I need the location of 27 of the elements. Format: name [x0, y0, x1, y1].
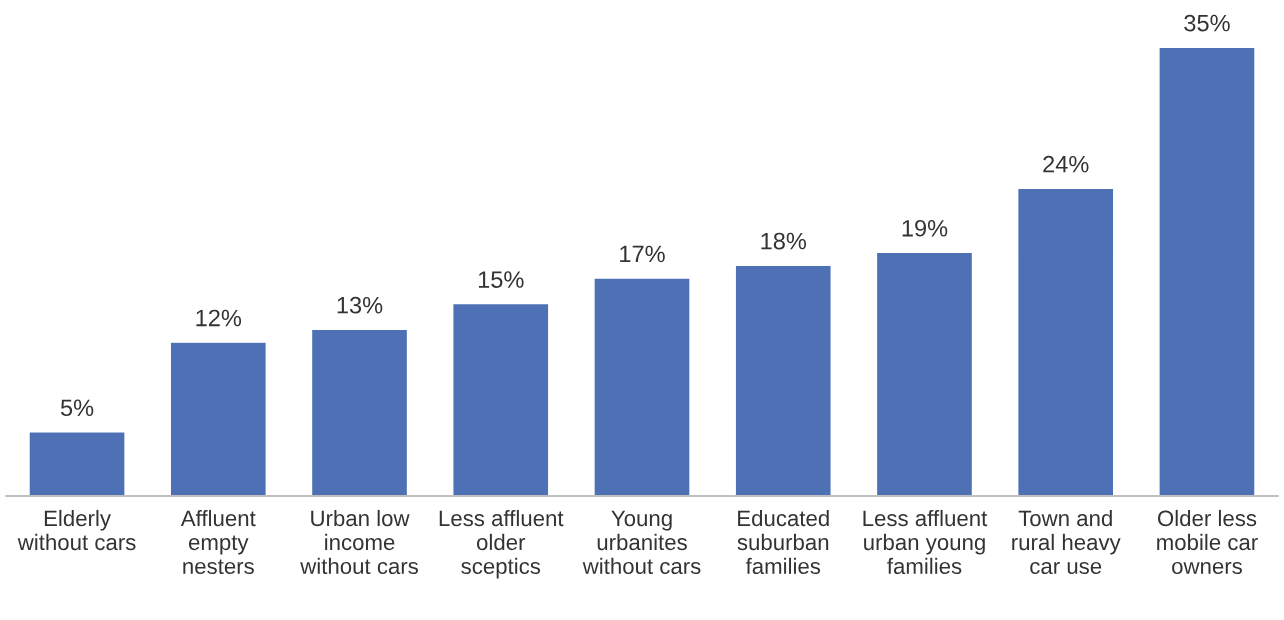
- data-label: 35%: [1184, 14, 1230, 32]
- x-tick-label: Affluent empty nesters: [180, 509, 256, 575]
- bar: [452, 302, 550, 496]
- data-label: 15%: [478, 271, 524, 288]
- bar: [593, 277, 691, 496]
- data-label: 5%: [60, 399, 94, 417]
- data-label: 24%: [1043, 155, 1089, 173]
- data-label: 13%: [337, 296, 383, 314]
- bar: [28, 431, 126, 496]
- bar: [1158, 46, 1256, 496]
- bar: [734, 264, 832, 496]
- x-tick-label: Less affluent older sceptics: [439, 509, 564, 579]
- bar: [169, 341, 267, 496]
- x-tick-label: Older less mobile car owners: [1157, 509, 1258, 575]
- x-tick-label: Elderly without cars: [17, 509, 136, 551]
- bar: [875, 251, 974, 496]
- data-label: 19%: [902, 219, 948, 237]
- x-tick-label: Town and rural heavy car use: [1012, 509, 1121, 575]
- x-tick-label: Urban low income without cars: [300, 509, 418, 575]
- bar: [1017, 187, 1115, 496]
- bar: [310, 328, 409, 496]
- data-label: 17%: [620, 245, 665, 263]
- data-label: 12%: [196, 309, 242, 327]
- x-tick-label: Young urbanites without cars: [582, 510, 701, 575]
- data-label: 18%: [761, 232, 807, 250]
- x-tick-label: Less affluent urban young families: [863, 509, 988, 575]
- x-tick-label: Educated suburban families: [737, 509, 829, 575]
